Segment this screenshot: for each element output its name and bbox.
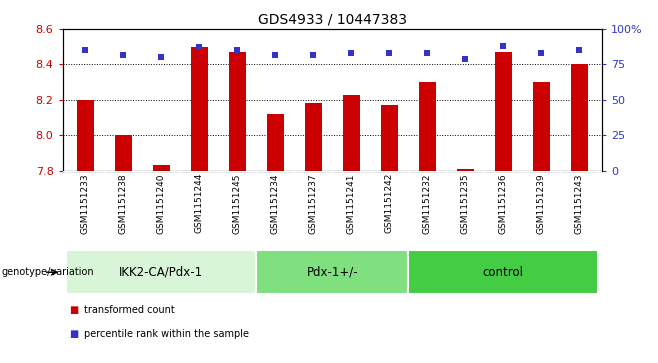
Bar: [570, 65, 588, 171]
Bar: [153, 165, 170, 171]
Bar: [533, 82, 550, 171]
Text: GSM1151235: GSM1151235: [461, 173, 470, 234]
Bar: [66, 250, 257, 294]
Text: GSM1151239: GSM1151239: [537, 173, 545, 234]
Title: GDS4933 / 10447383: GDS4933 / 10447383: [258, 12, 407, 26]
Text: ■: ■: [69, 305, 78, 315]
Text: GSM1151233: GSM1151233: [81, 173, 89, 234]
Text: GSM1151241: GSM1151241: [347, 173, 356, 233]
Bar: [457, 169, 474, 171]
Bar: [408, 250, 598, 294]
Text: GSM1151234: GSM1151234: [271, 173, 280, 233]
Bar: [305, 103, 322, 171]
Text: percentile rank within the sample: percentile rank within the sample: [84, 329, 249, 339]
Text: ■: ■: [69, 329, 78, 339]
Text: IKK2-CA/Pdx-1: IKK2-CA/Pdx-1: [119, 266, 203, 279]
Text: GSM1151243: GSM1151243: [575, 173, 584, 233]
Bar: [229, 52, 246, 171]
Text: GSM1151242: GSM1151242: [385, 173, 393, 233]
Text: GSM1151244: GSM1151244: [195, 173, 204, 233]
Bar: [114, 135, 132, 171]
Text: GSM1151237: GSM1151237: [309, 173, 318, 234]
Text: GSM1151245: GSM1151245: [233, 173, 241, 233]
Text: GSM1151238: GSM1151238: [119, 173, 128, 234]
Text: Pdx-1+/-: Pdx-1+/-: [307, 266, 358, 279]
Bar: [77, 100, 94, 171]
Bar: [418, 82, 436, 171]
Text: genotype/variation: genotype/variation: [1, 267, 94, 277]
Text: GSM1151232: GSM1151232: [423, 173, 432, 233]
Bar: [191, 47, 208, 171]
Text: transformed count: transformed count: [84, 305, 174, 315]
Bar: [495, 52, 512, 171]
Bar: [257, 250, 408, 294]
Bar: [381, 105, 398, 171]
Bar: [266, 114, 284, 171]
Text: GSM1151240: GSM1151240: [157, 173, 166, 233]
Text: control: control: [483, 266, 524, 279]
Text: GSM1151236: GSM1151236: [499, 173, 508, 234]
Bar: [343, 94, 360, 171]
